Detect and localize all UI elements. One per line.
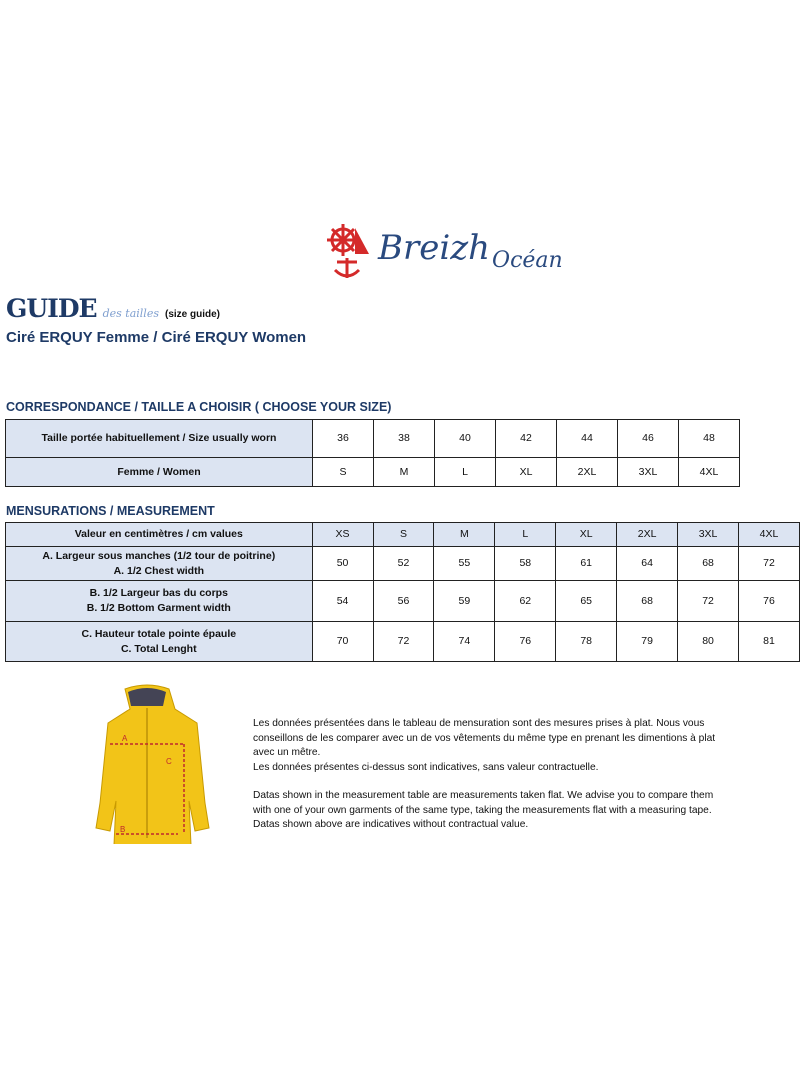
row-label: Femme / Women [5,457,313,487]
label-b: B [120,825,125,834]
row-label-fr: C. Hauteur totale pointe épaule [81,627,237,640]
cell-value: S [372,522,435,547]
cell-value: 44 [556,419,618,458]
cell-value: 40 [434,419,496,458]
cell-value: 65 [555,580,618,622]
cell-value: 50 [311,546,374,581]
row-label-fr: A. Largeur sous manches (1/2 tour de poi… [42,549,276,562]
cell-value: 38 [373,419,435,458]
cell-value: 78 [555,621,618,662]
row-label-en: A. 1/2 Chest width [113,564,205,577]
cell-value: XL [495,457,557,487]
cell-value: 76 [738,580,800,622]
cell-value: S [312,457,374,487]
row-label-en: B. 1/2 Bottom Garment width [86,602,231,614]
cell-value: 4XL [738,522,800,547]
cell-value: 3XL [677,522,739,547]
notes: Les données présentées dans le tableau d… [253,717,733,833]
cell-value: 46 [617,419,679,458]
cell-value: L [494,522,557,547]
cell-value: 56 [372,580,435,622]
cell-value: 2XL [616,522,679,547]
size-guide-label: (size guide) [164,309,220,320]
cell-value: 52 [372,546,435,581]
cell-value: 62 [494,580,557,622]
cell-value: 74 [433,621,496,662]
cell-value: 61 [555,546,618,581]
note-en-2: Datas shown above are indicatives withou… [253,819,529,830]
cell-value: 48 [678,419,740,458]
measurement-table: Valeur en centimètres / cm values XS S M L XL… [5,522,800,662]
cell-value: 76 [494,621,557,662]
cell-value: 42 [495,419,557,458]
cell-value: M [433,522,496,547]
cell-value: 55 [433,546,496,581]
cell-value: 72 [738,546,800,581]
row-label-en: C. Total Lenght [120,642,197,655]
cell-value: M [373,457,435,487]
label-c: C [166,757,172,766]
jacket-diagram: A B C [95,684,210,844]
cell-value: 64 [616,546,679,581]
note-en-1: Datas shown in the measurement table are… [253,790,714,816]
note-fr-2: Les données présentes ci-dessus sont ind… [253,761,599,773]
cell-value: 72 [372,621,435,662]
brand-name: Breizh [378,228,491,268]
table-header-row: Valeur en centimètres / cm values XS S M L XL… [5,522,800,547]
cell-value: 70 [311,621,374,662]
row-label: C. Hauteur totale pointe épaule C. Total … [5,621,313,662]
label-a: A [122,734,128,743]
row-label: Taille portée habituellement / Size usua… [5,419,313,458]
cell-value: 3XL [617,457,679,487]
cell-value: 54 [311,580,374,622]
cell-value: L [434,457,496,487]
brand-wordmark: Breizh Océan [378,228,563,274]
cell-value: 2XL [556,457,618,487]
cell-value: 4XL [678,457,740,487]
table-row: Femme / Women S M L XL 2XL 3XL 4XL [5,457,740,487]
table-row: B. 1/2 Largeur bas du corps B. 1/2 Bottom… [5,580,800,622]
cell-value: 72 [677,580,739,622]
correspondance-title: CORRESPONDANCE / TAILLE A CHOISIR ( CHOO… [6,400,392,414]
header-label: Valeur en centimètres / cm values [5,522,313,547]
brand-logo [327,224,369,278]
table-row: Taille portée habituellement / Size usua… [5,419,740,458]
cell-value: 59 [433,580,496,622]
cell-value: 36 [312,419,374,458]
cell-value: 58 [494,546,557,581]
page-subtitle: Ciré ERQUY Femme / Ciré ERQUY Women [6,329,307,346]
des-tailles: des tailles [102,307,159,320]
cell-value: 68 [616,580,679,622]
cell-value: 68 [677,546,739,581]
cell-value: XS [311,522,374,547]
brand-name-ocean: Océan [492,248,563,273]
table-row: A. Largeur sous manches (1/2 tour de poi… [5,546,800,581]
size-correspondence-table: Taille portée habituellement / Size usua… [5,419,740,487]
note-fr-1: Les données présentées dans le tableau d… [253,718,716,758]
row-label-fr: B. 1/2 Largeur bas du corps [89,587,228,599]
cell-value: 79 [616,621,679,662]
table-row: C. Hauteur totale pointe épaule C. Total … [5,621,800,662]
row-label: B. 1/2 Largeur bas du corps B. 1/2 Bottom… [5,580,313,622]
row-label: A. Largeur sous manches (1/2 tour de poi… [5,546,313,581]
guide-title: GUIDE [6,294,98,323]
cell-value: XL [555,522,618,547]
cell-value: 80 [677,621,739,662]
cell-value: 81 [738,621,800,662]
measurement-title: MENSURATIONS / MEASUREMENT [6,504,215,518]
guide-heading: GUIDE des tailles (size guide) [6,294,220,324]
